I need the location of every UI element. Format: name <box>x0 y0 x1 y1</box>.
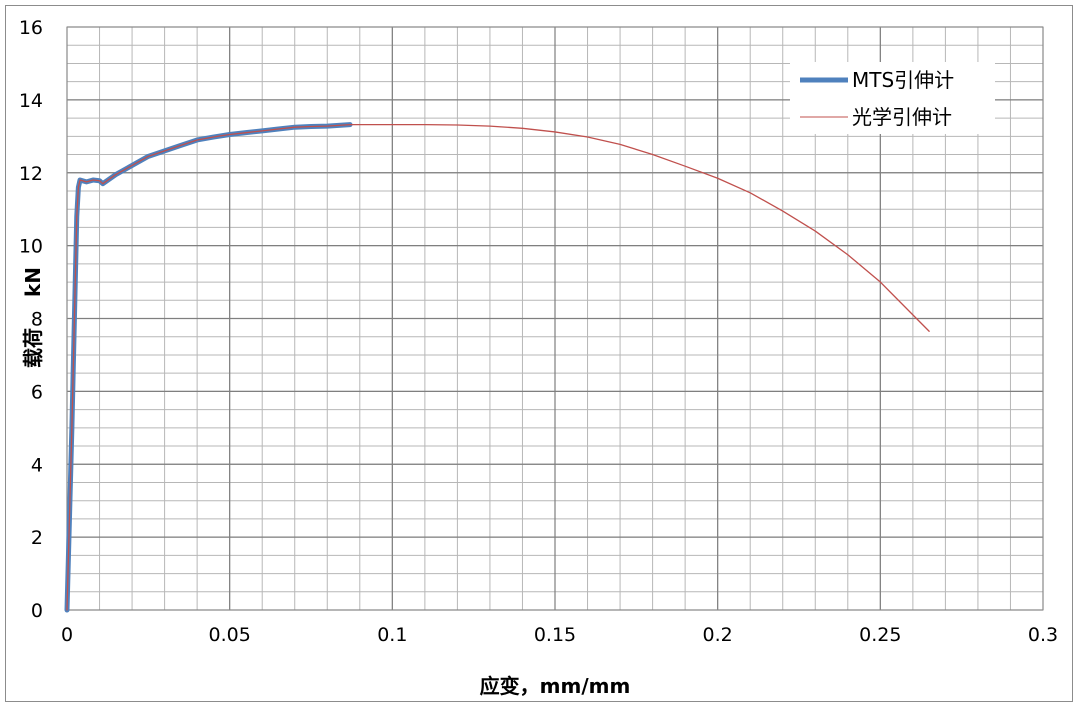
y-tick-label: 4 <box>31 454 43 476</box>
y-tick-label: 0 <box>31 600 43 622</box>
y-tick-label: 14 <box>19 90 43 112</box>
plot-area-border <box>66 26 1044 611</box>
series-layer <box>64 122 930 613</box>
y-tick-label: 8 <box>31 309 43 331</box>
y-tick-label: 10 <box>19 236 43 258</box>
x-axis-title: 应变，mm/mm <box>480 674 631 698</box>
legend: MTS引伸计 光学引伸计 <box>790 62 995 134</box>
x-tick-label: 0.25 <box>859 624 901 646</box>
y-tick-label: 16 <box>19 17 43 39</box>
legend-box <box>790 62 995 134</box>
x-tick-label: 0.05 <box>209 624 251 646</box>
y-tick-label: 6 <box>31 381 43 403</box>
y-axis-title-part-2: kN <box>21 267 45 297</box>
x-tick-label: 0.15 <box>534 624 576 646</box>
y-axis-title: 载荷 kN <box>21 267 45 368</box>
legend-label-mts: MTS引伸计 <box>852 68 954 92</box>
x-tick-label: 0 <box>61 624 73 646</box>
x-tick-label: 0.2 <box>703 624 733 646</box>
y-axis-tick-labels: 0 2 4 6 8 10 12 14 16 <box>19 17 43 622</box>
y-axis-title-part-1: 载荷 <box>21 328 45 368</box>
y-tick-label: 2 <box>31 527 43 549</box>
series-line-optical <box>66 124 930 611</box>
x-tick-label: 0.3 <box>1028 624 1058 646</box>
legend-label-optical: 光学引伸计 <box>852 105 952 129</box>
x-axis-tick-labels: 0 0.05 0.1 0.15 0.2 0.25 0.3 <box>61 624 1058 646</box>
y-tick-label: 12 <box>19 163 43 185</box>
x-tick-label: 0.1 <box>377 624 407 646</box>
